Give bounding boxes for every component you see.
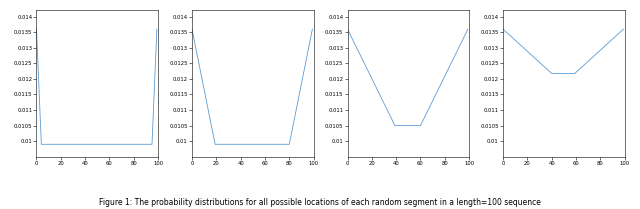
Text: Figure 1: The probability distributions for all possible locations of each rando: Figure 1: The probability distributions … xyxy=(99,198,541,207)
